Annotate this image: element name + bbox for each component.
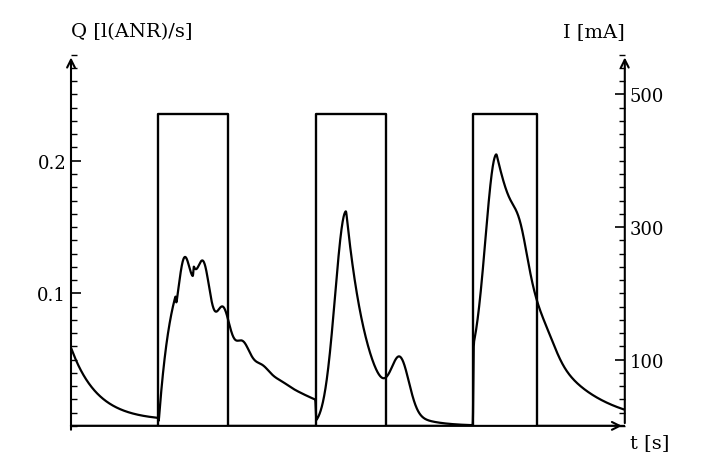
Text: I [mA]: I [mA] <box>563 23 625 41</box>
Text: t [s]: t [s] <box>630 433 670 451</box>
Text: Q [l(ANR)/s]: Q [l(ANR)/s] <box>71 23 192 41</box>
